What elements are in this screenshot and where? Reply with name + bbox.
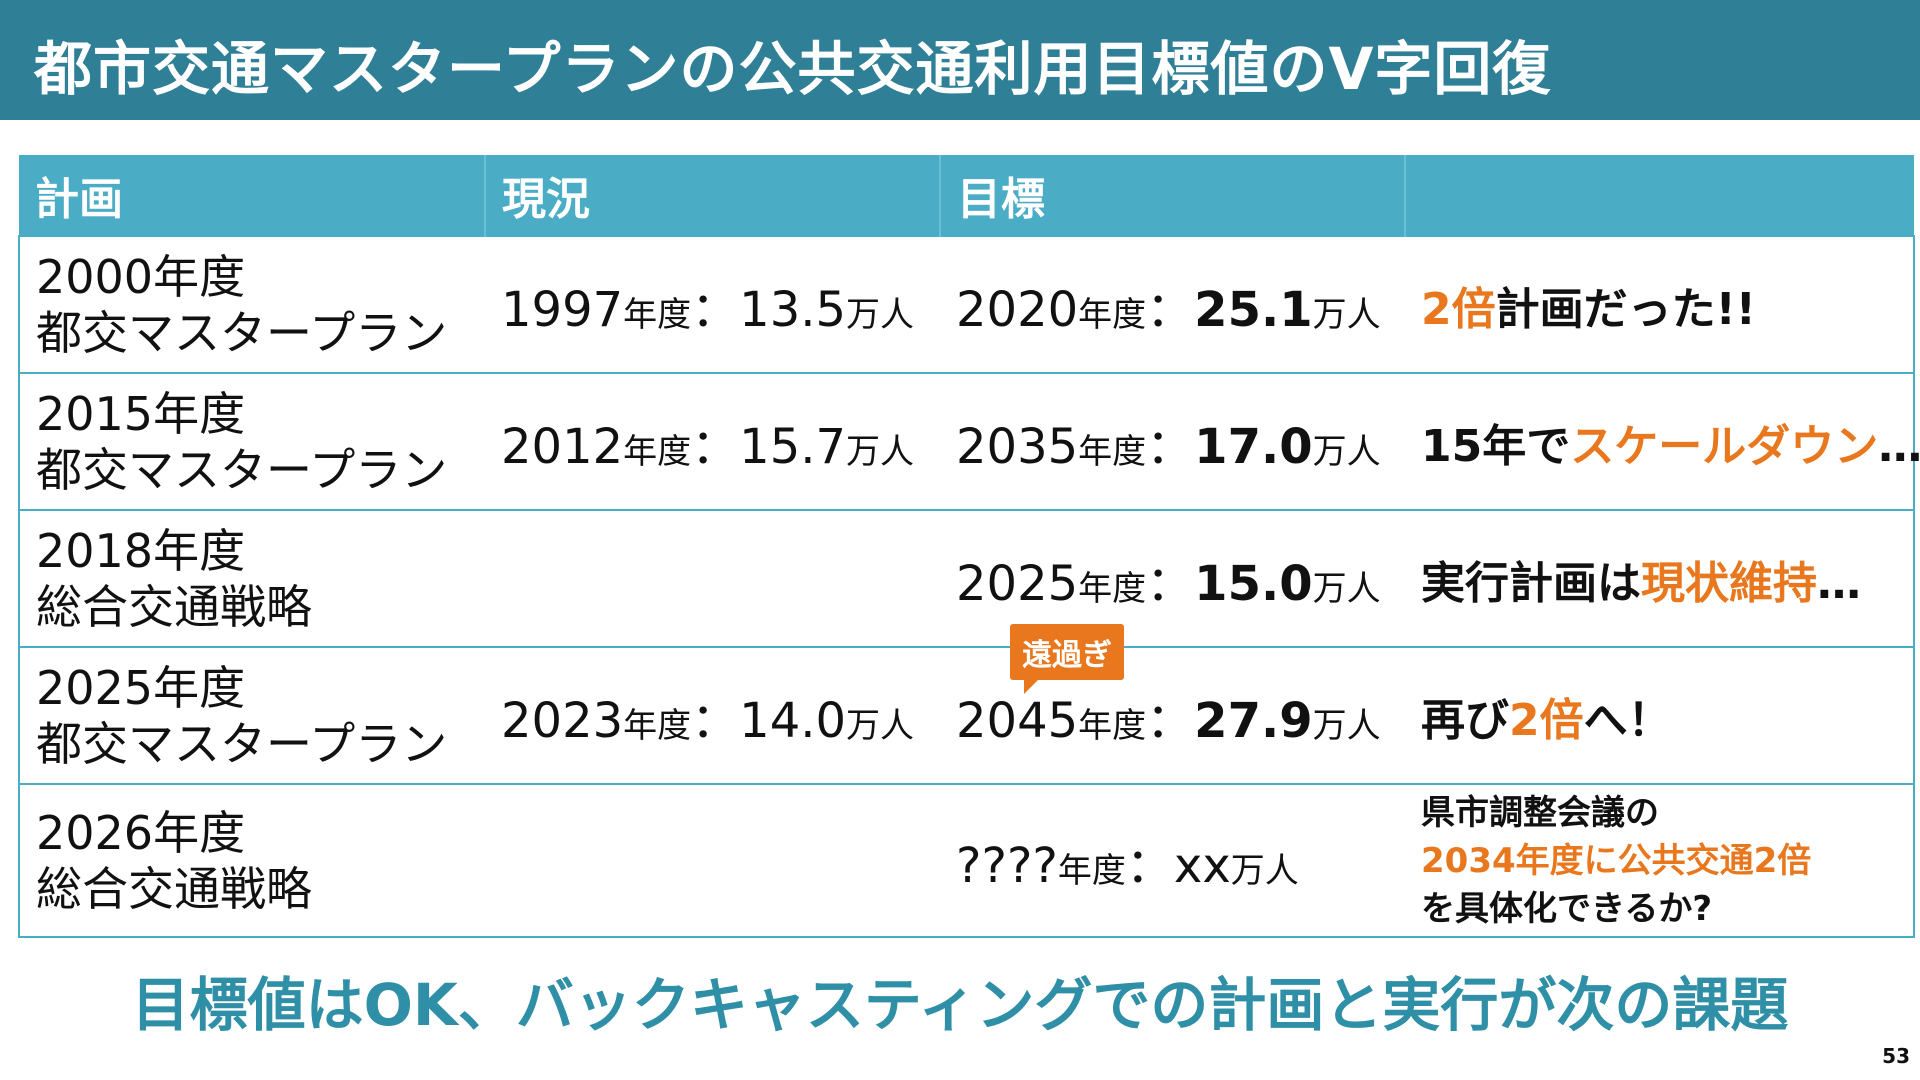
- current-value: 15.7: [739, 418, 847, 475]
- current-year: 2012: [501, 418, 624, 475]
- target-year: 2020: [956, 281, 1079, 338]
- callout-bubble: 遠過ぎ: [1010, 624, 1124, 694]
- col-header-current: 現況: [484, 155, 940, 236]
- comment-highlight: スケールダウン: [1570, 420, 1879, 472]
- current-cell-empty: [485, 509, 940, 647]
- comment-cell: 15年でスケールダウン…: [1405, 372, 1920, 510]
- target-cell: 遠過ぎ 2045年度：27.9万人: [940, 624, 1405, 784]
- current-year-unit: 年度: [623, 294, 692, 335]
- page-title: 都市交通マスタープランの公共交通利用目標値のV字回復: [34, 35, 1552, 103]
- current-unit: 万人: [846, 705, 915, 746]
- current-year-unit: 年度: [623, 705, 692, 746]
- current-cell: 1997年度：13.5万人: [485, 235, 940, 373]
- current-year: 1997: [501, 281, 624, 338]
- comment-ellipsis: …: [1817, 557, 1861, 609]
- table-row: 2015年度 都交マスタープラン 2012年度：15.7万人 2035年度：17…: [18, 372, 1920, 510]
- comment-highlight: 現状維持: [1641, 557, 1817, 609]
- comment-line-1: 県市調整会議の: [1421, 792, 1659, 833]
- target-unit: 万人: [1312, 568, 1381, 609]
- current-cell-empty: [485, 783, 940, 938]
- target-year-unit: 年度: [1078, 705, 1147, 746]
- target-year-unit: 年度: [1078, 294, 1147, 335]
- bottom-message: 目標値はOK、バックキャスティングでの計画と実行が次の課題: [131, 971, 1789, 1039]
- plan-cell: 2000年度 都交マスタープラン: [18, 235, 485, 373]
- plan-cell: 2025年度 都交マスタープラン: [18, 646, 485, 784]
- target-year-unit: 年度: [1078, 431, 1147, 472]
- target-value: 15.0: [1194, 555, 1313, 612]
- plan-title: 都交マスタープラン: [36, 305, 448, 360]
- table-row: 2026年度 総合交通戦略 ????年度：xx万人 県市調整会議の 2034年度…: [18, 783, 1915, 938]
- target-cell: 2020年度：25.1万人: [940, 235, 1405, 373]
- comment-highlight: 2倍: [1421, 283, 1496, 335]
- plan-cell: 2015年度 都交マスタープラン: [18, 372, 485, 510]
- col-header-plan: 計画: [19, 155, 485, 236]
- target-value: 27.9: [1194, 692, 1313, 749]
- comment-line-2-highlight: 2034年度に公共交通2倍: [1421, 840, 1812, 881]
- target-year: 2035: [956, 418, 1079, 475]
- target-sep: ：: [1146, 418, 1195, 475]
- comment-highlight: 2倍: [1509, 694, 1584, 746]
- current-cell: 2012年度：15.7万人: [485, 372, 940, 510]
- plan-year: 2000年度: [36, 249, 246, 304]
- table-row: 2000年度 都交マスタープラン 1997年度：13.5万人 2020年度：25…: [18, 235, 1915, 373]
- target-year-unit: 年度: [1078, 568, 1147, 609]
- target-unit: 万人: [1312, 705, 1381, 746]
- plan-title: 総合交通戦略: [36, 861, 312, 916]
- col-header-target: 目標: [939, 155, 1405, 236]
- table-row: 2025年度 都交マスタープラン 2023年度：14.0万人 遠過ぎ 2045年…: [18, 624, 1915, 784]
- target-unit: 万人: [1312, 294, 1381, 335]
- target-sep: ：: [1146, 281, 1195, 338]
- target-cell: 2035年度：17.0万人: [940, 372, 1405, 510]
- target-value: 17.0: [1194, 418, 1313, 475]
- comment-line-3: を具体化できるか?: [1421, 888, 1713, 929]
- comment-cell: 再び2倍へ！: [1405, 646, 1915, 784]
- current-year-unit: 年度: [623, 431, 692, 472]
- target-unit: 万人: [1312, 431, 1381, 472]
- comment-ellipsis: …: [1878, 420, 1920, 472]
- comment-cell: 県市調整会議の 2034年度に公共交通2倍 を具体化できるか?: [1405, 783, 1915, 938]
- target-year: ????: [956, 837, 1058, 894]
- title-bar: 都市交通マスタープランの公共交通利用目標値のV字回復: [0, 0, 1920, 120]
- plan-table: 計画 現況 目標 2000年度 都交マスタープラン 1997年度：13.5万人 …: [18, 155, 1920, 938]
- comment-cell: 実行計画は現状維持…: [1405, 509, 1915, 647]
- current-sep: ：: [691, 692, 740, 749]
- table-row: 2018年度 総合交通戦略 2025年度：15.0万人 実行計画は現状維持…: [18, 509, 1915, 647]
- target-sep: ：: [1146, 692, 1195, 749]
- current-unit: 万人: [846, 431, 915, 472]
- target-unit: 万人: [1230, 850, 1299, 891]
- comment-text: 計画だった!!: [1495, 283, 1756, 335]
- plan-year: 2026年度: [36, 805, 246, 860]
- plan-title: 都交マスタープラン: [36, 442, 448, 497]
- comment-cell: 2倍計画だった!!: [1405, 235, 1915, 373]
- comment-text: 実行計画は: [1421, 557, 1641, 609]
- plan-year: 2015年度: [36, 386, 246, 441]
- target-cell: ????年度：xx万人: [940, 783, 1405, 938]
- plan-title: 都交マスタープラン: [36, 716, 448, 771]
- target-value: xx: [1173, 837, 1231, 894]
- plan-cell: 2026年度 総合交通戦略: [18, 783, 485, 938]
- target-year: 2025: [956, 555, 1079, 612]
- plan-cell: 2018年度 総合交通戦略: [18, 509, 485, 647]
- plan-year: 2018年度: [36, 523, 246, 578]
- plan-title: 総合交通戦略: [36, 579, 312, 634]
- col-header-comment: [1404, 155, 1914, 236]
- plan-year: 2025年度: [36, 660, 246, 715]
- target-year-unit: 年度: [1057, 850, 1126, 891]
- current-sep: ：: [691, 418, 740, 475]
- current-value: 13.5: [739, 281, 847, 338]
- current-year: 2023: [501, 692, 624, 749]
- current-cell: 2023年度：14.0万人: [485, 646, 940, 784]
- target-year: 2045: [956, 692, 1079, 749]
- target-value: 25.1: [1194, 281, 1313, 338]
- current-value: 14.0: [739, 692, 847, 749]
- target-sep: ：: [1146, 555, 1195, 612]
- comment-text: 再び: [1421, 694, 1509, 746]
- current-sep: ：: [691, 281, 740, 338]
- current-unit: 万人: [846, 294, 915, 335]
- table-header-row: 計画 現況 目標: [19, 155, 1914, 236]
- page-number: 53: [1882, 1044, 1910, 1068]
- comment-text-end: へ！: [1583, 694, 1672, 746]
- target-sep: ：: [1125, 837, 1174, 894]
- comment-text: 15年で: [1421, 420, 1571, 472]
